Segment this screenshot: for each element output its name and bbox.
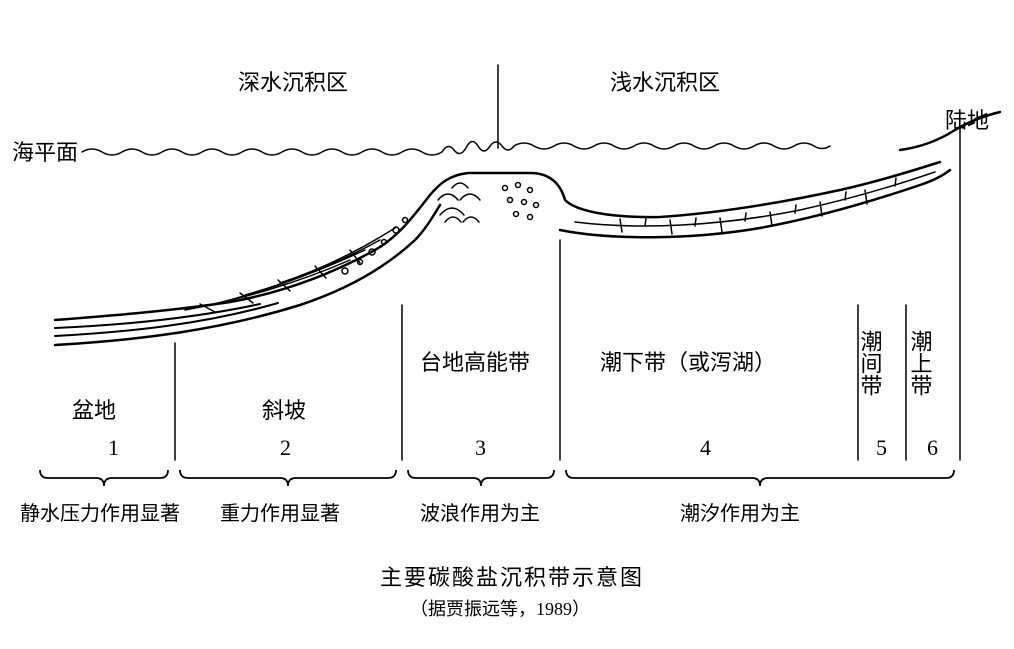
caption-citation: （据贾振远等，1989） — [410, 599, 590, 619]
subtidal-bottom — [560, 170, 950, 237]
diagram-canvas: 深水沉积区 浅水沉积区 陆地 海平面 — [0, 0, 1014, 649]
label-land: 陆地 — [945, 108, 989, 133]
num-1: 1 — [108, 435, 119, 460]
label-slope: 斜坡 — [262, 398, 306, 423]
slope-bedding — [185, 218, 408, 313]
brace-3 — [408, 470, 554, 486]
num-3: 3 — [475, 435, 486, 460]
label-platform-high-energy: 台地高能带 — [420, 350, 530, 375]
label-intertidal: 潮间带 — [858, 330, 883, 396]
num-2: 2 — [280, 435, 291, 460]
label-subtidal: 潮下带（或泻湖） — [600, 350, 776, 375]
label-basin: 盆地 — [72, 398, 116, 423]
label-shallow-zone: 浅水沉积区 — [610, 70, 720, 95]
label-supratidal: 潮上带 — [908, 330, 933, 396]
label-process-2: 重力作用显著 — [220, 502, 340, 525]
num-5: 5 — [876, 435, 887, 460]
label-process-4: 潮汐作用为主 — [680, 502, 800, 525]
brace-2 — [180, 470, 396, 486]
platform-texture — [438, 183, 539, 223]
brace-1 — [40, 470, 168, 486]
seafloor-top — [55, 162, 940, 320]
num-4: 4 — [700, 435, 711, 460]
brace-4 — [566, 470, 954, 486]
label-deep-zone: 深水沉积区 — [238, 70, 348, 95]
sea-level-line — [82, 141, 830, 155]
num-6: 6 — [927, 435, 938, 460]
caption-title: 主要碳酸盐沉积带示意图 — [380, 565, 644, 590]
label-process-1: 静水压力作用显著 — [20, 502, 180, 525]
subtidal-bedding — [575, 172, 935, 234]
label-process-3: 波浪作用为主 — [420, 502, 540, 525]
label-sea-level: 海平面 — [12, 140, 78, 165]
